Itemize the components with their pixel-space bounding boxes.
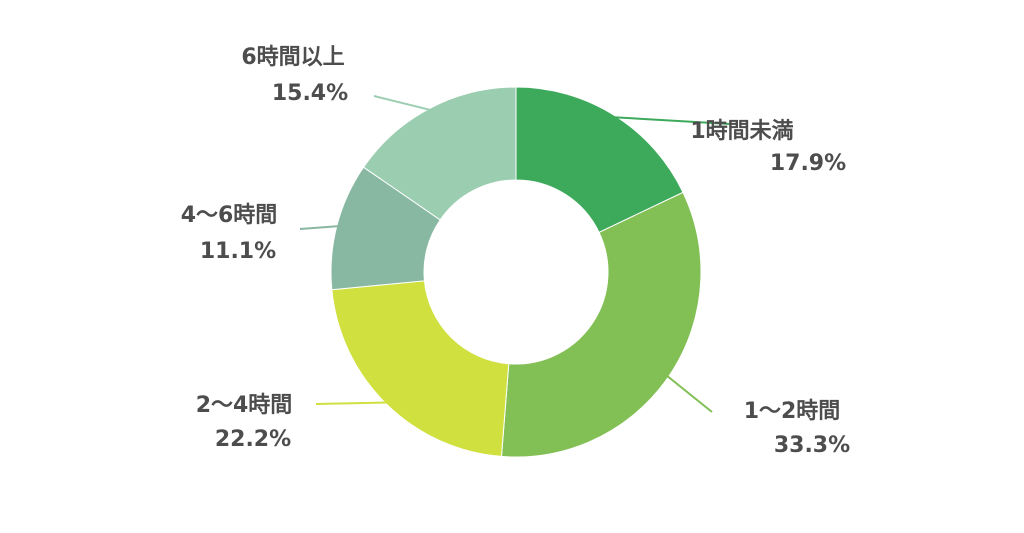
- slice-label-value: 11.1%: [200, 239, 276, 264]
- slice-label-value: 22.2%: [215, 427, 291, 452]
- donut-slice: [515, 86, 684, 234]
- slice-label-value: 33.3%: [774, 433, 850, 458]
- slice-label-name: 2〜4時間: [196, 393, 293, 418]
- slice-label-name: 4〜6時間: [181, 203, 278, 228]
- leader-line: [613, 116, 731, 125]
- slice-label-name: 1時間未満: [690, 118, 793, 144]
- slice-label-name: 1〜2時間: [744, 399, 841, 424]
- leader-line: [315, 401, 388, 405]
- slice-label-value: 15.4%: [272, 81, 348, 106]
- donut-slice: [500, 191, 702, 458]
- donut-slice: [331, 280, 510, 457]
- slice-label-name: 6時間以上: [241, 45, 344, 70]
- leader-line: [299, 225, 339, 230]
- slices-group: [330, 86, 702, 458]
- slice-label-value: 17.9%: [770, 151, 846, 176]
- leader-lines-group: [299, 95, 731, 413]
- leader-line: [373, 95, 432, 112]
- leader-line: [666, 374, 713, 413]
- donut-slice: [362, 86, 517, 221]
